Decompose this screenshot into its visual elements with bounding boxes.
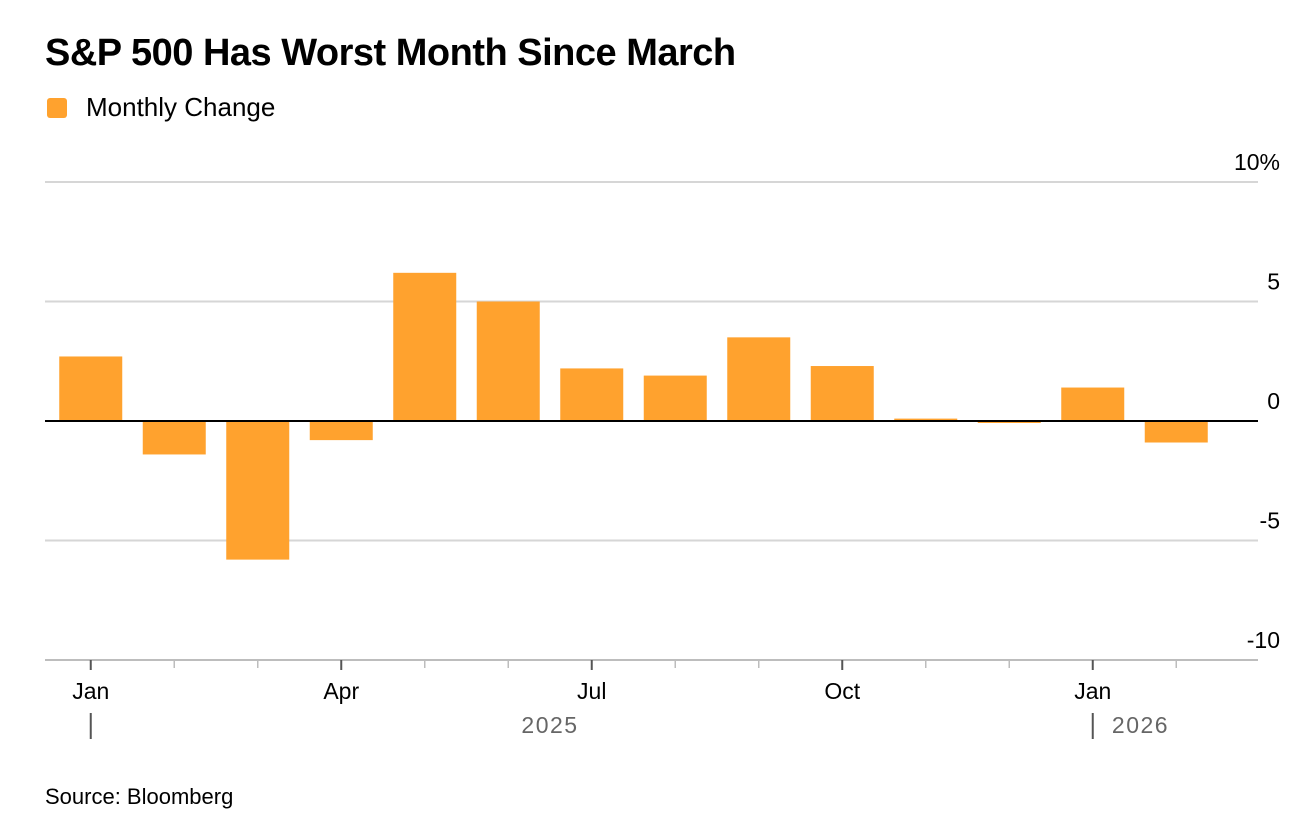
y-tick-label: -5 bbox=[1260, 508, 1280, 534]
bar bbox=[560, 368, 624, 421]
bar bbox=[393, 272, 457, 421]
legend-label: Monthly Change bbox=[86, 92, 276, 122]
year-label: 2025 bbox=[521, 712, 578, 738]
y-tick-label: -10 bbox=[1247, 627, 1280, 653]
bar bbox=[476, 301, 540, 421]
bar bbox=[309, 421, 373, 441]
bar bbox=[727, 337, 791, 421]
bar bbox=[643, 375, 707, 421]
source-note: Source: Bloomberg bbox=[45, 784, 234, 809]
legend: Monthly Change bbox=[47, 92, 275, 123]
x-tick-label: Jan bbox=[1074, 678, 1111, 704]
x-tick-label: Jul bbox=[577, 678, 606, 704]
bar bbox=[810, 366, 874, 421]
bar bbox=[1061, 387, 1125, 421]
bar bbox=[59, 356, 123, 421]
y-tick-label: 5 bbox=[1267, 269, 1280, 295]
legend-swatch bbox=[47, 97, 67, 118]
chart-title: S&P 500 Has Worst Month Since March bbox=[45, 32, 736, 74]
x-tick-label: Apr bbox=[323, 678, 359, 704]
y-tick-label: 0 bbox=[1267, 388, 1280, 414]
bar bbox=[1144, 421, 1208, 443]
bar bbox=[142, 421, 206, 455]
year-label: 2026 bbox=[1112, 712, 1169, 738]
x-tick-label: Oct bbox=[824, 678, 860, 704]
x-tick-label: Jan bbox=[72, 678, 109, 704]
y-tick-label: 10% bbox=[1234, 149, 1280, 175]
bar bbox=[226, 421, 290, 560]
bar bbox=[894, 418, 958, 421]
